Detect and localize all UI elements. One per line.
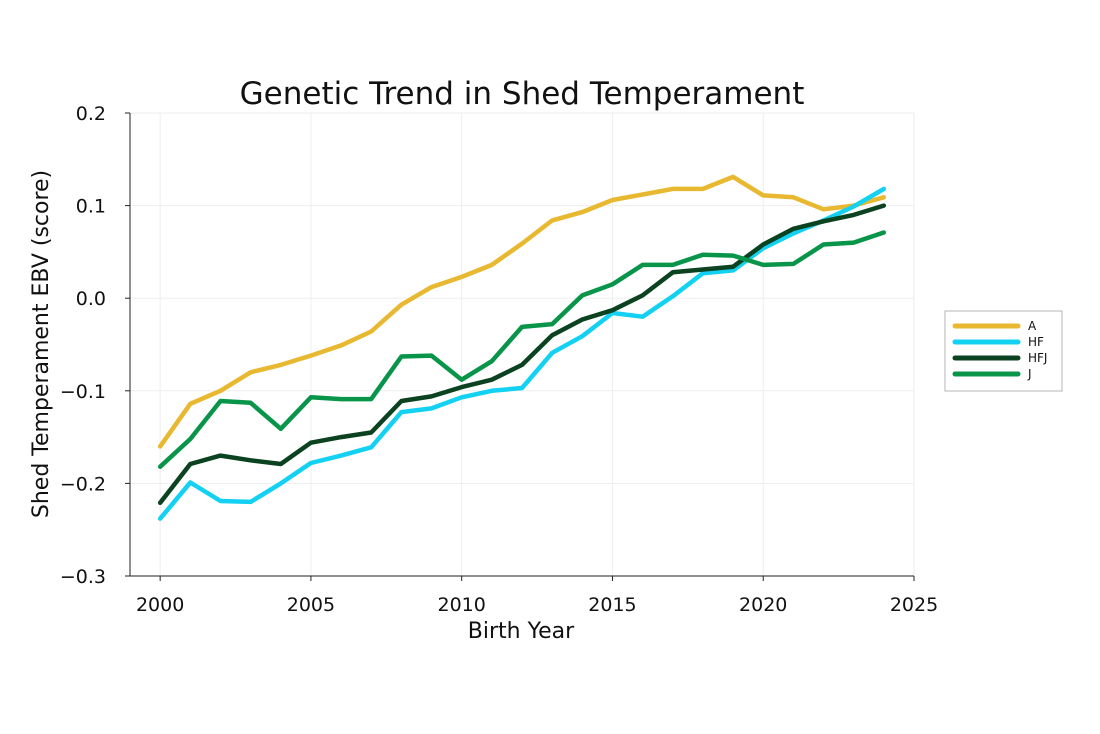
y-tick-label: 0.1 — [76, 196, 106, 218]
legend: A HF HFJ J — [944, 310, 1063, 392]
series-line-a — [157, 174, 887, 449]
gridlines — [130, 112, 915, 577]
x-tick-label: 2015 — [588, 594, 636, 616]
chart-title: Genetic Trend in Shed Temperament — [240, 76, 805, 112]
x-tick-label: 2000 — [136, 594, 184, 616]
x-axis-label: Birth Year — [468, 619, 575, 644]
legend-label-a: A — [1028, 319, 1037, 333]
y-tick-label: −0.2 — [60, 473, 106, 495]
series-lines — [157, 174, 887, 521]
legend-label-j: J — [1027, 367, 1032, 381]
axes: −0.3 −0.2 −0.1 0.0 0.1 0.2 2000 2005 2010 2015 202… — [60, 103, 938, 616]
x-tick-label: 2020 — [739, 594, 787, 616]
series-line-hfj — [157, 203, 887, 506]
legend-label-hfj: HFJ — [1028, 351, 1047, 365]
y-tick-label: −0.1 — [60, 381, 106, 403]
y-tick-label: 0.0 — [76, 288, 106, 310]
series-line-hf — [157, 186, 887, 521]
series-line-j — [157, 230, 887, 469]
y-tick-label: −0.3 — [60, 566, 106, 588]
y-tick-label: 0.2 — [76, 103, 106, 125]
x-tick-label: 2025 — [890, 594, 938, 616]
y-axis-label: Shed Temperament EBV (score) — [29, 170, 54, 518]
x-tick-label: 2010 — [438, 594, 486, 616]
x-tick-label: 2005 — [287, 594, 335, 616]
legend-label-hf: HF — [1028, 335, 1044, 349]
